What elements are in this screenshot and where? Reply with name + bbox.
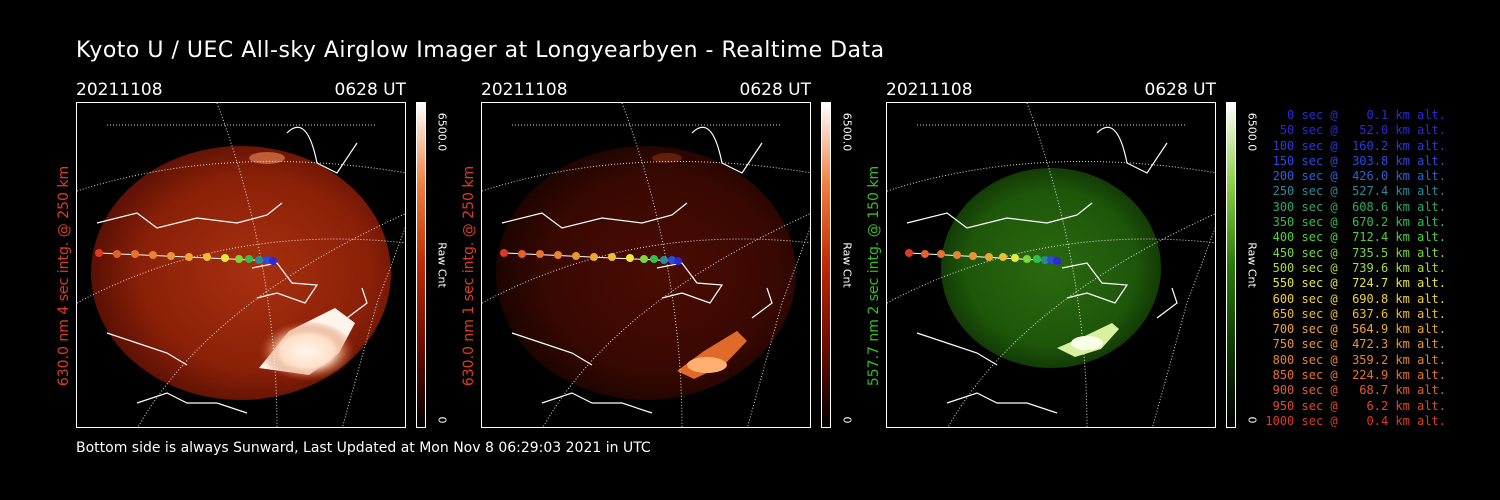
- colorbar-min: 0: [435, 416, 449, 424]
- sky-disc: [496, 146, 796, 400]
- legend-row: 950 sec @ 6.2 km alt.: [1265, 398, 1446, 413]
- grid-lines: [482, 103, 810, 427]
- page-title: Kyoto U / UEC All-sky Airglow Imager at …: [76, 38, 885, 63]
- legend-row: 250 sec @ 527.4 km alt.: [1265, 184, 1446, 199]
- colorbar: [416, 102, 426, 428]
- panel-wavelength-label: 557.7 nm 2 sec intg. @ 150 km: [864, 101, 884, 450]
- legend-row: 700 sec @ 564.9 km alt.: [1265, 322, 1446, 337]
- legend-row: 650 sec @ 637.6 km alt.: [1265, 306, 1446, 321]
- wavelength-label-text: 557.7 nm 2 sec intg. @ 150 km: [866, 165, 882, 386]
- panel-time: 0628 UT: [334, 80, 407, 100]
- colorbar-max: 6500.0: [435, 112, 449, 152]
- legend-row: 350 sec @ 670.2 km alt.: [1265, 215, 1446, 230]
- wavelength-label-text: 630.0 nm 1 sec intg. @ 250 km: [461, 165, 477, 386]
- legend-row: 550 sec @ 724.7 km alt.: [1265, 276, 1446, 291]
- satellite-track: [500, 249, 682, 265]
- panel-date: 20211108: [76, 80, 163, 100]
- colorbar-min: 0: [840, 416, 854, 424]
- legend-row: 400 sec @ 712.4 km alt.: [1265, 230, 1446, 245]
- allsky-image-svg: [77, 103, 405, 427]
- allsky-image: [886, 102, 1216, 428]
- coastline-map: [501, 126, 773, 414]
- panel-time: 0628 UT: [1144, 80, 1217, 100]
- panel-wavelength-label: 630.0 nm 4 sec intg. @ 250 km: [54, 101, 74, 450]
- legend-row: 500 sec @ 739.6 km alt.: [1265, 260, 1446, 275]
- legend-row: 1000 sec @ 0.4 km alt.: [1265, 413, 1446, 428]
- legend-row: 600 sec @ 690.8 km alt.: [1265, 291, 1446, 306]
- imager-panel-3: 20211108 0628 UT 557.7 nm 2 sec intg. @ …: [866, 80, 1286, 430]
- colorbar-max: 6500.0: [840, 112, 854, 152]
- colorbar-unit: Raw Cnt: [1245, 242, 1259, 288]
- legend-row: 200 sec @ 426.0 km alt.: [1265, 169, 1446, 184]
- colorbar-min: 0: [1245, 416, 1259, 424]
- panel-time: 0628 UT: [739, 80, 812, 100]
- altitude-legend: 0 sec @ 0.1 km alt. 50 sec @ 52.0 km alt…: [1262, 108, 1446, 429]
- allsky-image: [481, 102, 811, 428]
- legend-row: 100 sec @ 160.2 km alt.: [1265, 138, 1446, 153]
- allsky-image: [76, 102, 406, 428]
- legend-row: 850 sec @ 224.9 km alt.: [1265, 368, 1446, 383]
- panel-wavelength-label: 630.0 nm 1 sec intg. @ 250 km: [459, 101, 479, 450]
- legend-row: 300 sec @ 608.6 km alt.: [1265, 199, 1446, 214]
- legend-row: 150 sec @ 303.8 km alt.: [1265, 153, 1446, 168]
- imager-panel-1: 20211108 0628 UT 630.0 nm 4 sec intg. @ …: [56, 80, 476, 430]
- imager-panel-2: 20211108 0628 UT 630.0 nm 1 sec intg. @ …: [461, 80, 881, 430]
- footer-note: Bottom side is always Sunward, Last Upda…: [76, 440, 651, 456]
- coastline-map: [906, 126, 1178, 414]
- satellite-track: [905, 249, 1061, 265]
- legend-row: 750 sec @ 472.3 km alt.: [1265, 337, 1446, 352]
- legend-row: 800 sec @ 359.2 km alt.: [1265, 352, 1446, 367]
- panel-date: 20211108: [886, 80, 973, 100]
- allsky-image-svg: [887, 103, 1215, 427]
- wavelength-label-text: 630.0 nm 4 sec intg. @ 250 km: [56, 165, 72, 386]
- allsky-image-svg: [482, 103, 810, 427]
- grid-lines: [77, 103, 405, 427]
- panel-date: 20211108: [481, 80, 568, 100]
- coastline-map: [96, 126, 368, 414]
- satellite-track: [95, 249, 277, 265]
- colorbar-unit: Raw Cnt: [840, 242, 854, 288]
- colorbar-max: 6500.0: [1245, 112, 1259, 152]
- grid-lines: [887, 103, 1215, 427]
- colorbar: [1226, 102, 1236, 428]
- colorbar: [821, 102, 831, 428]
- colorbar-unit: Raw Cnt: [435, 242, 449, 288]
- legend-row: 450 sec @ 735.5 km alt.: [1265, 245, 1446, 260]
- legend-row: 50 sec @ 52.0 km alt.: [1265, 123, 1446, 138]
- legend-row: 0 sec @ 0.1 km alt.: [1265, 108, 1446, 122]
- sky-disc: [941, 168, 1161, 368]
- legend-row: 900 sec @ 68.7 km alt.: [1265, 383, 1446, 398]
